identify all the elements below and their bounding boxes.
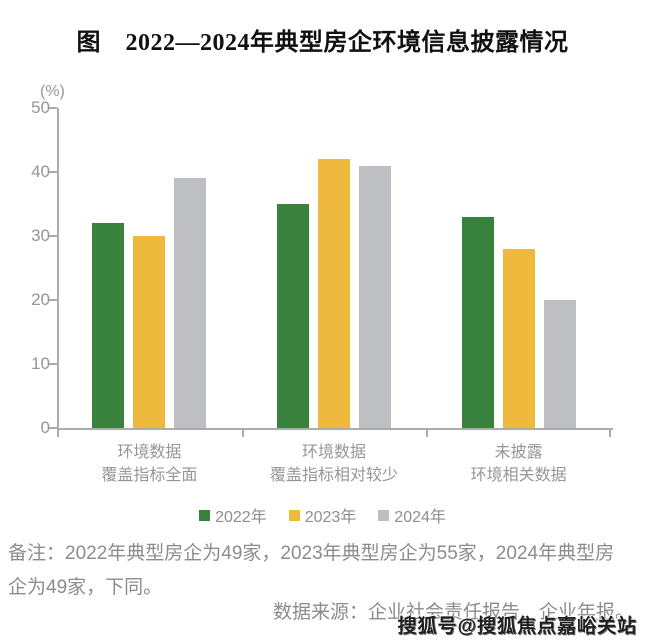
bar-2023年-category-2 (318, 159, 350, 428)
y-axis-tick-30 (49, 235, 57, 237)
y-axis-tick-20 (49, 299, 57, 301)
legend-swatch-icon (199, 509, 211, 521)
legend-label: 2023年 (304, 509, 357, 526)
chart-title: 图 2022—2024年典型房企环境信息披露情况 (76, 30, 569, 56)
bar-2024年-category-3 (543, 300, 576, 428)
note-text: 备注：2022年典型房企为49家，2023年典型房企为55家，2024年典型房企… (8, 543, 615, 598)
y-axis-tick-label-20: 20 (31, 290, 50, 309)
y-axis-tick-10 (49, 363, 57, 365)
bar-2022年-category-1 (92, 223, 125, 428)
legend-label: 2024年 (394, 509, 446, 526)
legend-swatch-icon (378, 509, 390, 521)
x-axis-tick-1 (241, 428, 244, 437)
legend-label: 2022年 (215, 509, 267, 526)
y-axis-tick-label-50: 50 (31, 98, 50, 117)
category-label-line: 环境相关数据 (470, 467, 567, 484)
source-text: 数据来源：企业社会责任报告、企业年报。 (272, 602, 634, 623)
x-axis-category-label-1: 环境数据覆盖指标全面 (57, 441, 242, 487)
y-axis-tick-0 (49, 427, 57, 429)
y-axis-tick-40 (49, 171, 57, 173)
legend-swatch-icon (288, 509, 300, 521)
x-axis-tick-2 (426, 428, 429, 437)
bar-2024年-category-2 (359, 165, 391, 428)
x-axis-tick-3 (609, 428, 611, 437)
x-axis-category-label-2: 环境数据覆盖指标相对较少 (242, 441, 427, 487)
bar-2022年-category-2 (277, 204, 309, 428)
watermark-text: 搜狐号@搜狐焦点嘉峪关站 (397, 616, 637, 637)
category-label-line: 未披露 (494, 444, 543, 461)
y-axis-tick-label-30: 30 (31, 226, 50, 245)
y-axis-tick-label-10: 10 (31, 354, 50, 373)
category-label-line: 环境数据 (301, 444, 366, 461)
y-axis-line (57, 108, 59, 430)
x-axis-tick-0 (57, 428, 59, 437)
y-axis-unit-label: (%) (40, 83, 65, 100)
x-axis-line (57, 428, 613, 430)
legend-item-2023年: 2023年 (288, 503, 357, 527)
y-axis-tick-label-40: 40 (31, 162, 50, 181)
legend-item-2022年: 2022年 (199, 503, 267, 527)
legend: 2022年 2023年 2024年 (0, 503, 645, 527)
y-axis-tick-label-0: 0 (40, 418, 50, 437)
category-label-line: 环境数据 (117, 444, 182, 461)
category-label-line: 覆盖指标相对较少 (269, 467, 398, 484)
y-axis-tick-50 (49, 107, 57, 109)
legend-item-2024年: 2024年 (378, 503, 446, 527)
category-label-line: 覆盖指标全面 (101, 467, 198, 484)
x-axis-category-label-3: 未披露 环境相关数据 (426, 441, 611, 487)
bar-2023年-category-1 (133, 236, 166, 428)
bar-2023年-category-3 (502, 248, 535, 428)
bar-2022年-category-3 (461, 216, 494, 428)
bar-2024年-category-1 (174, 178, 207, 428)
